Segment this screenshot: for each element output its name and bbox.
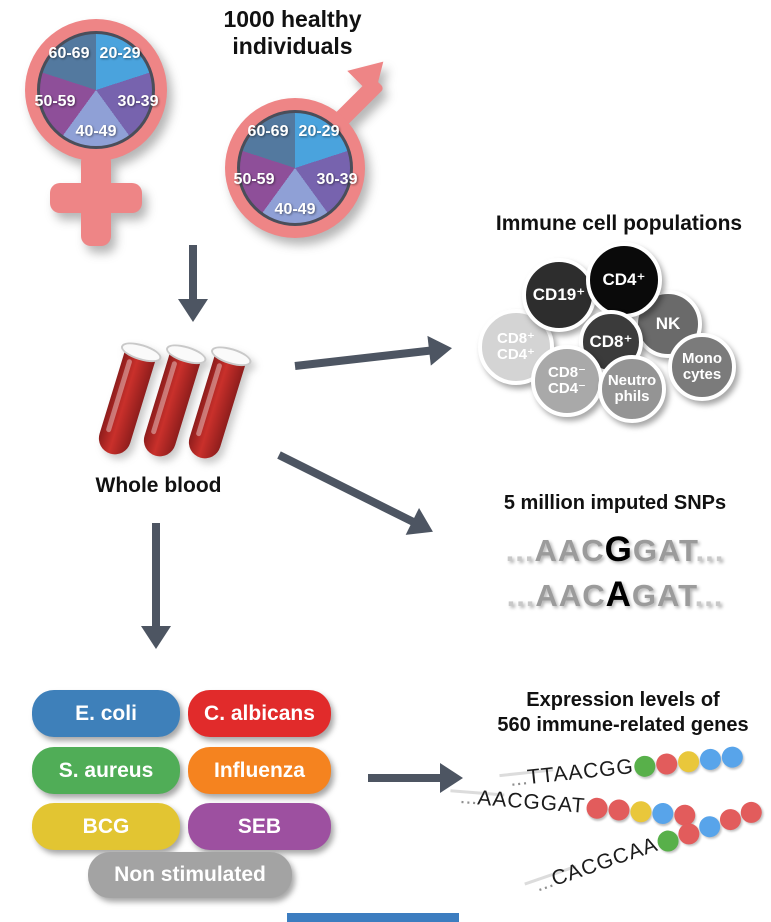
cell-label: CD4⁻ [548, 380, 586, 397]
expression-dot-red [655, 751, 679, 776]
stimulus-pill-s-aureus: S. aureus [32, 747, 180, 794]
snp-text: ... [506, 578, 536, 613]
age-group-label: 20-29 [298, 123, 340, 140]
cell-label: phils [614, 388, 650, 405]
stimulus-label: Influenza [213, 758, 305, 782]
arrow-shaft [294, 346, 433, 370]
snp-variant-letter: G [604, 530, 633, 569]
stimulus-label: C. albicans [204, 701, 315, 725]
expression-title-line2: 560 immune-related genes [497, 714, 749, 736]
stimulus-pill-bcg: BCG [32, 803, 180, 850]
arrow-shaft [152, 523, 160, 629]
male-age-pie-chart: 20-29 30-39 40-49 50-59 60-69 [233, 110, 357, 226]
age-group-label: 40-49 [274, 201, 316, 218]
read-sequence: TTAACGG [526, 755, 635, 790]
gene-read: ... TTAACGG [499, 741, 745, 795]
read-sequence: AACGGAT [476, 786, 587, 818]
stimulus-label: S. aureus [58, 758, 154, 782]
cell-label: NK [655, 313, 681, 333]
cell-cd19pos: CD19⁺ [522, 258, 596, 332]
stimulus-label: SEB [237, 814, 282, 838]
cell-cd8neg-cd4neg: CD8⁻ CD4⁻ [531, 345, 603, 417]
expression-dot-blue [699, 747, 723, 771]
expression-title: Expression levels of 560 immune-related … [473, 688, 771, 738]
snp-sequences: ...AACGGAT... ...AACAGAT... [450, 528, 771, 618]
stimulus-label: Non stimulated [114, 863, 266, 886]
cell-label: CD4⁺ [602, 269, 646, 289]
arrow-blood-to-cells [293, 333, 454, 381]
expression-dot-red [585, 796, 609, 820]
snps-title: 5 million imputed SNPs [503, 492, 727, 514]
age-group-label: 20-29 [99, 45, 141, 62]
cell-label: cytes [682, 366, 722, 383]
cohort-title: 1000 healthy individuals [175, 6, 410, 60]
expression-dot-blue [721, 745, 745, 769]
snp-text: AAC [535, 578, 606, 613]
expression-dot-red [607, 798, 630, 821]
female-age-pie-chart: 20-29 30-39 40-49 50-59 60-69 [34, 31, 158, 149]
arrow-head [427, 333, 454, 366]
snp-text: GAT [632, 533, 696, 568]
read-sequence: CACGCAA [548, 832, 661, 891]
stimulus-pill-non-stimulated: Non stimulated [88, 852, 292, 898]
snp-text: ... [505, 533, 535, 568]
age-group-label: 50-59 [34, 93, 76, 110]
stimulus-pill-e-coli: E. coli [32, 690, 180, 737]
snp-text: ... [694, 578, 724, 613]
expression-dot-blue [651, 801, 674, 825]
cell-label: CD19⁺ [532, 284, 586, 304]
snp-text: GAT [631, 578, 695, 613]
expression-dot-yellow [629, 799, 652, 823]
arrow-stimuli-to-expression [368, 763, 463, 793]
cell-label: CD8⁻ [548, 363, 586, 381]
age-group-label: 40-49 [75, 123, 117, 140]
arrow-individuals-to-blood [178, 245, 208, 322]
expression-dot-red [738, 798, 765, 826]
gene-read: ... AACGGAT [450, 782, 696, 830]
age-group-label: 60-69 [247, 123, 289, 140]
arrow-head [141, 626, 171, 649]
immune-cells-title: Immune cell populations [495, 212, 743, 235]
age-group-label: 30-39 [316, 171, 358, 188]
cell-label: CD8⁺ [589, 331, 633, 351]
expression-dot-green [633, 754, 657, 778]
arrow-shaft [189, 245, 197, 302]
cohort-title-line2: individuals [232, 33, 353, 59]
expression-title-line1: Expression levels of [526, 689, 720, 711]
arrow-shaft [368, 774, 443, 782]
snp-sequence: ...AACAGAT... [450, 573, 771, 618]
arrow-head [178, 299, 208, 322]
snp-text: ... [695, 533, 725, 568]
age-group-label: 30-39 [117, 93, 159, 110]
cell-label: CD8⁺ [497, 329, 535, 347]
stimulus-pill-c-albicans: C. albicans [188, 690, 331, 737]
snp-sequence: ...AACGGAT... [450, 528, 771, 573]
stimulus-label: BCG [82, 814, 130, 838]
cohort-title-line1: 1000 healthy [223, 6, 362, 32]
arrow-blood-to-snps [272, 442, 440, 546]
snp-variant-letter: A [605, 575, 632, 614]
bottom-blue-bar [287, 913, 459, 922]
cell-monocytes: Mono cytes [668, 333, 736, 401]
cell-neutrophils: Neutro phils [598, 355, 666, 423]
snp-text: AAC [534, 533, 605, 568]
female-symbol-crossbar [50, 183, 142, 213]
cell-label: Mono [682, 349, 722, 367]
whole-blood-label: Whole blood [95, 474, 222, 497]
cell-label: CD4⁺ [497, 346, 535, 363]
arrow-blood-to-stimuli [141, 523, 171, 649]
arrow-shaft [277, 451, 417, 527]
cell-label: Neutro [607, 371, 657, 389]
stimulus-pill-seb: SEB [188, 803, 331, 850]
stimulus-pill-influenza: Influenza [188, 747, 331, 794]
read-ellipsis: ... [459, 785, 479, 810]
arrow-head [405, 508, 440, 546]
age-group-label: 60-69 [48, 45, 90, 62]
arrow-head [440, 763, 463, 793]
stimulus-label: E. coli [75, 701, 137, 725]
cell-cd4pos: CD4⁺ [586, 242, 662, 318]
expression-dot-yellow [677, 749, 701, 773]
age-group-label: 50-59 [233, 171, 275, 188]
